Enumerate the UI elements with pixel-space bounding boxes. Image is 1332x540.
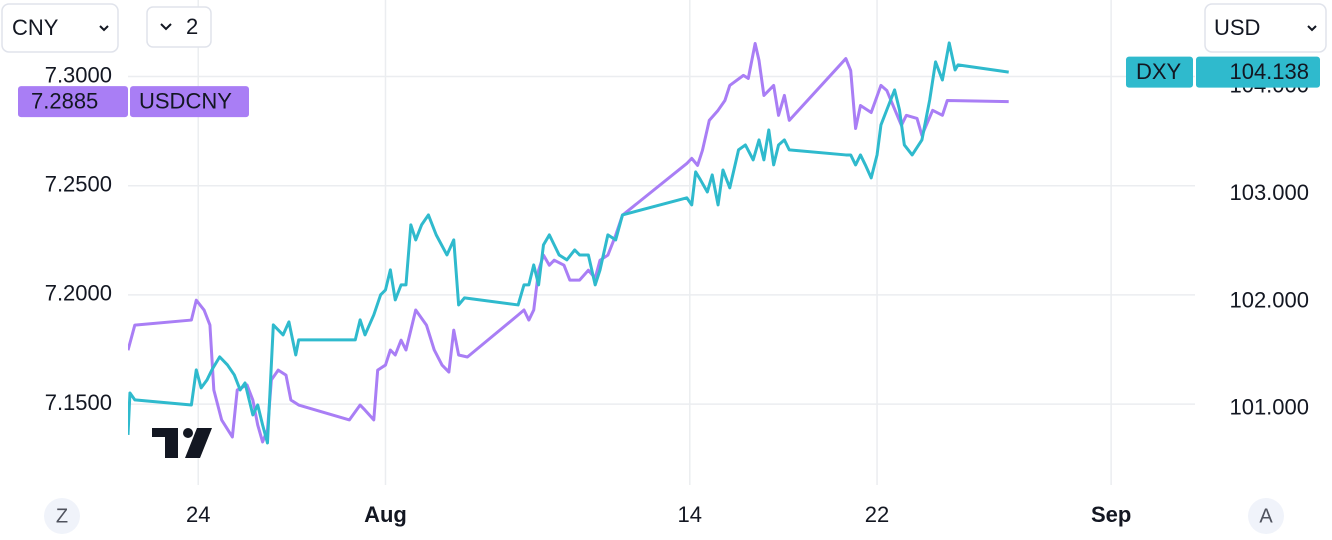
price-label: 7.2885 (31, 88, 98, 113)
y2-tick-label: 101.000 (1229, 395, 1309, 420)
price-label-box (1196, 56, 1320, 88)
x-tick-label: Sep (1091, 502, 1131, 527)
button-label: A (1259, 505, 1273, 527)
y-tick-label: 7.1500 (45, 390, 112, 415)
chevron (1307, 25, 1317, 32)
grid (128, 0, 1195, 485)
chevron (99, 25, 109, 32)
button-frame (1204, 3, 1327, 53)
button-frame (1, 3, 119, 53)
currency-button[interactable]: USD (1204, 3, 1327, 53)
button-label: CNY (12, 15, 59, 40)
price-labels: 7.2885 USDCNY DXY 104.138 (18, 56, 1320, 118)
series-name-box (130, 86, 249, 118)
y2-tick-label: 103.000 (1229, 180, 1309, 205)
logo (152, 428, 212, 458)
plot (128, 41, 1009, 445)
scale-button[interactable]: A (1248, 498, 1284, 534)
button-frame (146, 6, 212, 48)
y-tick-label: 7.2500 (45, 172, 112, 197)
series-name: DXY (1136, 59, 1182, 84)
button-label: Z (56, 505, 68, 527)
price-label: 104.138 (1229, 59, 1309, 84)
button-frame (44, 498, 80, 534)
button-frame (1248, 498, 1284, 534)
x-tick-label: Aug (364, 502, 407, 527)
pane-button[interactable]: 2 (146, 6, 212, 48)
button-label: 2 (186, 14, 198, 39)
scale-button[interactable]: Z (44, 498, 80, 534)
series-name: USDCNY (139, 88, 232, 113)
currency-button[interactable]: CNY (1, 3, 119, 53)
series-name-box (1126, 56, 1193, 88)
logo-part (165, 428, 178, 458)
axes: 7.1500 7.2000 7.2500 7.3000 101.000 102.000 10… (45, 62, 1309, 527)
button-label: USD (1214, 15, 1260, 40)
x-tick-label: 22 (865, 502, 889, 527)
x-tick-label: 14 (678, 502, 702, 527)
logo-part (183, 428, 193, 438)
series-line (128, 41, 1009, 445)
y2-tick-label: 102.000 (1229, 287, 1309, 312)
y-tick-label: 7.2000 (45, 281, 112, 306)
y-tick-label: 7.3000 (45, 62, 112, 87)
x-tick-label: 24 (186, 502, 210, 527)
chevron (160, 23, 172, 31)
price-label-box (18, 86, 128, 118)
logo-part (185, 428, 212, 458)
